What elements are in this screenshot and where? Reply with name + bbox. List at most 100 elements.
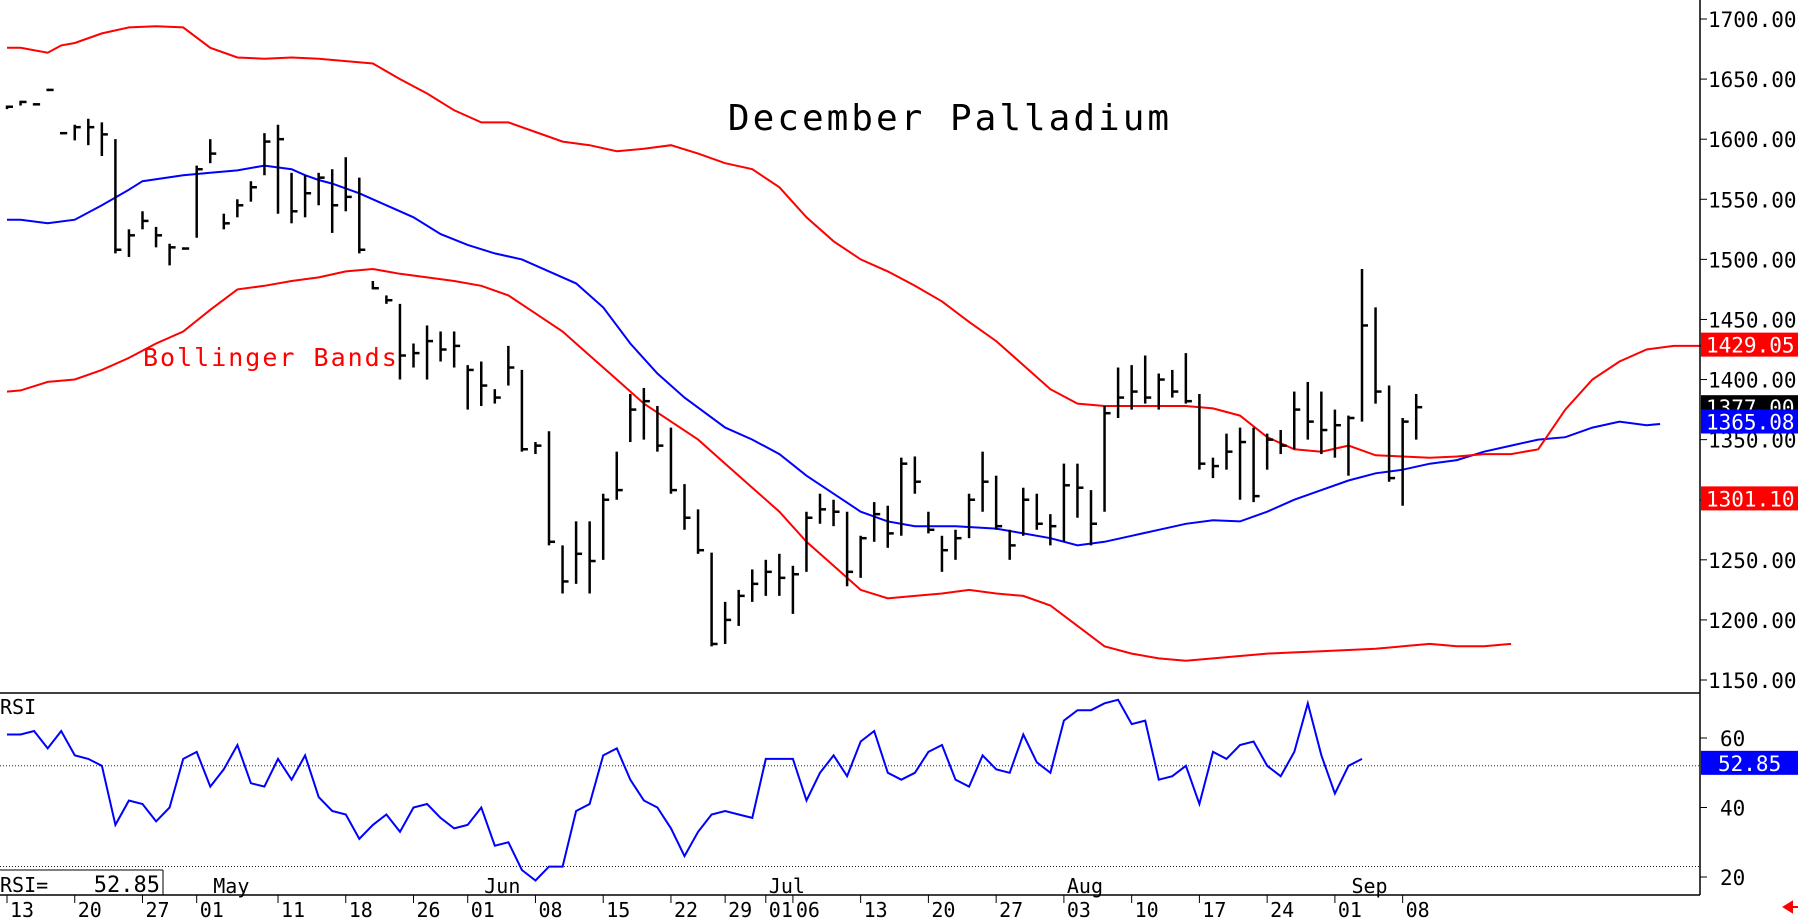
x-date-label: 01 <box>1338 898 1362 920</box>
price-bar <box>615 451 623 500</box>
price-bar <box>791 565 799 614</box>
x-date-label: 10 <box>1135 898 1159 920</box>
price-bar <box>398 303 406 380</box>
price-bar <box>534 442 542 455</box>
price-bar <box>1306 381 1314 440</box>
price-bar <box>818 493 826 524</box>
rsi-panel-title: RSI <box>0 695 36 719</box>
x-date-label: 11 <box>281 898 305 920</box>
price-bar <box>1103 405 1111 512</box>
price-bar <box>222 213 230 230</box>
price-bar <box>330 169 339 233</box>
price-bar <box>1265 433 1274 470</box>
price-y-tick-label: 1650.00 <box>1708 68 1797 92</box>
price-bar <box>683 484 691 530</box>
chart-title: December Palladium <box>728 98 1172 139</box>
price-y-tick-label: 1700.00 <box>1708 8 1797 32</box>
band-line-lower <box>6 267 1512 662</box>
price-panel: December Palladium Bollinger Bands 1150.… <box>5 8 1798 693</box>
price-bar <box>805 511 813 572</box>
price-bar <box>1171 369 1179 398</box>
x-date-label: 22 <box>674 898 698 920</box>
price-bar <box>1279 430 1287 455</box>
price-bar <box>466 365 474 410</box>
price-bar <box>994 475 1003 530</box>
x-date-label: 20 <box>78 898 102 920</box>
x-date-label: 27 <box>146 898 170 920</box>
price-bar <box>73 124 81 141</box>
rsi-line <box>7 698 1363 882</box>
price-bar <box>1157 373 1165 410</box>
x-date-label: 20 <box>931 898 955 920</box>
price-bar <box>1130 365 1138 410</box>
price-y-tick-label: 1200.00 <box>1708 609 1797 633</box>
price-bar <box>1293 391 1301 450</box>
price-bar <box>32 103 41 106</box>
x-date-label: 01 <box>200 898 224 920</box>
price-bar <box>913 456 921 494</box>
x-month-label: Sep <box>1351 874 1387 898</box>
price-bar <box>1360 268 1368 422</box>
price-value-box <box>1701 409 1798 434</box>
x-date-label: 06 <box>796 898 820 920</box>
price-value-box <box>1701 332 1798 357</box>
price-bar <box>981 451 989 512</box>
bollinger-annotation: Bollinger Bands <box>143 343 399 372</box>
price-bar <box>872 502 881 542</box>
price-bar <box>764 559 772 596</box>
price-value-label: 1365.08 <box>1706 411 1795 435</box>
price-bar <box>439 331 447 362</box>
price-bar <box>967 493 976 539</box>
price-bar <box>1022 487 1030 536</box>
x-month-label: Jul <box>769 874 805 898</box>
rsi-y-tick-label: 60 <box>1720 727 1745 751</box>
price-bar <box>642 387 650 440</box>
price-bar <box>1333 409 1341 458</box>
price-bar <box>5 105 13 110</box>
price-bar <box>845 511 854 587</box>
x-date-label: 08 <box>1406 898 1430 920</box>
price-bar <box>710 552 718 647</box>
price-bar <box>1374 307 1382 404</box>
price-bar <box>561 545 569 594</box>
price-bar <box>317 172 325 206</box>
price-bar <box>601 493 610 560</box>
price-value-label: 1429.05 <box>1706 334 1795 358</box>
rsi-value-label: 52.85 <box>1718 752 1781 776</box>
price-bar <box>1238 427 1247 500</box>
rsi-y-tick-label: 40 <box>1720 797 1745 821</box>
price-bar <box>46 88 54 92</box>
price-bar <box>1225 433 1233 470</box>
price-bar <box>276 124 284 214</box>
x-date-label: 13 <box>10 898 34 920</box>
price-bar <box>1211 457 1219 479</box>
x-date-label: 29 <box>728 898 752 920</box>
price-bar <box>263 133 271 176</box>
price-bar <box>1252 427 1260 503</box>
price-bar <box>778 553 786 596</box>
x-date-label: 27 <box>999 898 1023 920</box>
x-date-label: 08 <box>538 898 562 920</box>
price-bar <box>832 499 840 527</box>
price-bar <box>493 389 501 404</box>
price-bar <box>940 535 948 572</box>
x-date-label: 24 <box>1270 898 1294 920</box>
x-date-label: 01 <box>471 898 495 920</box>
price-bar <box>954 529 962 560</box>
price-y-tick-label: 1450.00 <box>1708 308 1797 332</box>
price-y-tick-label: 1250.00 <box>1708 549 1797 573</box>
price-bar <box>290 172 298 224</box>
price-bar <box>412 343 420 368</box>
price-bar <box>1320 391 1328 455</box>
price-bar <box>425 325 434 380</box>
price-bar <box>737 589 745 626</box>
price-bar <box>547 431 555 546</box>
x-date-label: 18 <box>349 898 373 920</box>
price-bar <box>1184 353 1192 404</box>
price-bar <box>59 131 68 135</box>
rsi-footer-value: 52.85 <box>94 873 160 898</box>
price-bar <box>507 345 515 386</box>
x-date-label: 17 <box>1202 898 1226 920</box>
price-y-tick-label: 1500.00 <box>1708 248 1797 272</box>
